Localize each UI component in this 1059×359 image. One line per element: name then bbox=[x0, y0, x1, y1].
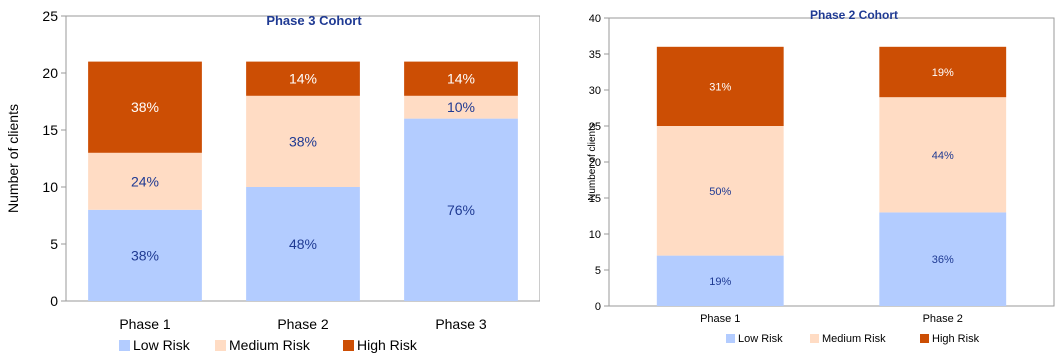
legend-swatch-low-risk bbox=[119, 340, 130, 351]
x-tick-label: Phase 1 bbox=[119, 316, 171, 332]
data-label-high-risk-phase-2: 19% bbox=[932, 67, 954, 79]
y-tick-label: 40 bbox=[589, 13, 601, 25]
x-tick-label: Phase 2 bbox=[277, 316, 329, 332]
data-label-high-risk-phase-1: 38% bbox=[131, 99, 159, 115]
bar-high-risk-phase-1 bbox=[88, 61, 202, 153]
data-label-high-risk-phase-2: 14% bbox=[289, 71, 317, 87]
bar-medium-risk-phase-2 bbox=[246, 95, 360, 187]
legend-label-medium-risk: Medium Risk bbox=[822, 333, 886, 345]
legend-label-high-risk: High Risk bbox=[932, 333, 980, 345]
phase-2-cohort-chart: 0 5 10 15 20 25 30 35 40 Number of clients Phase 2… bbox=[560, 0, 1059, 354]
y-tick-label: 25 bbox=[589, 121, 601, 133]
y-tick-label: 15 bbox=[42, 122, 58, 138]
y-tick-label: 25 bbox=[42, 8, 58, 24]
x-tick-label: Phase 2 bbox=[923, 313, 963, 325]
legend-swatch-low-risk bbox=[726, 334, 735, 343]
bar-medium-risk-phase-1 bbox=[88, 152, 202, 210]
legend-swatch-high-risk bbox=[920, 334, 929, 343]
bar-medium-risk-phase-1 bbox=[656, 126, 784, 256]
bar-high-risk-phase-3 bbox=[404, 61, 518, 96]
bar-medium-risk-phase-2 bbox=[879, 97, 1007, 213]
bar-high-risk-phase-1 bbox=[656, 46, 784, 126]
data-label-high-risk-phase-1: 31% bbox=[709, 81, 731, 93]
y-tick-label: 0 bbox=[50, 293, 58, 309]
data-label-medium-risk-phase-3: 10% bbox=[447, 99, 475, 115]
y-tick-label: 5 bbox=[595, 265, 601, 277]
legend-label-low-risk: Low Risk bbox=[133, 337, 191, 353]
data-label-medium-risk-phase-1: 24% bbox=[131, 173, 159, 189]
data-label-medium-risk-phase-2: 38% bbox=[289, 133, 317, 149]
legend-swatch-medium-risk bbox=[215, 340, 226, 351]
y-tick-label: 30 bbox=[589, 85, 601, 97]
data-label-low-risk-phase-3: 76% bbox=[447, 202, 475, 218]
x-tick-label: Phase 1 bbox=[700, 313, 740, 325]
bar-low-risk-phase-1 bbox=[88, 209, 202, 301]
bar-medium-risk-phase-3 bbox=[404, 95, 518, 119]
y-axis-label: Number of clients bbox=[5, 104, 21, 213]
y-tick-label: 20 bbox=[42, 65, 58, 81]
x-tick-label: Phase 3 bbox=[435, 316, 487, 332]
bar-high-risk-phase-2 bbox=[246, 61, 360, 96]
legend-swatch-medium-risk bbox=[810, 334, 819, 343]
data-label-medium-risk-phase-1: 50% bbox=[709, 186, 731, 198]
legend-swatch-high-risk bbox=[343, 340, 354, 351]
phase-3-cohort-chart: 0 5 10 15 20 25 Number of clients Phase 3 Cohor… bbox=[5, 8, 541, 353]
data-label-low-risk-phase-2: 36% bbox=[932, 254, 954, 266]
bar-low-risk-phase-1 bbox=[656, 255, 784, 306]
chart-svg: 0 5 10 15 20 25 Number of clients Phase 3 Cohor… bbox=[5, 8, 541, 353]
bar-low-risk-phase-2 bbox=[879, 212, 1007, 306]
bar-high-risk-phase-2 bbox=[879, 46, 1007, 98]
data-label-low-risk-phase-1: 19% bbox=[709, 276, 731, 288]
y-tick-label: 10 bbox=[589, 229, 601, 241]
bar-low-risk-phase-2 bbox=[246, 187, 360, 301]
legend-label-medium-risk: Medium Risk bbox=[229, 337, 311, 353]
data-label-low-risk-phase-2: 48% bbox=[289, 236, 317, 252]
legend-label-high-risk: High Risk bbox=[357, 337, 418, 353]
chart-svg: 0 5 10 15 20 25 30 35 40 Number of clients Phase 2… bbox=[587, 8, 1055, 345]
y-tick-label: 0 bbox=[595, 301, 601, 313]
y-tick-label: 20 bbox=[589, 157, 601, 169]
data-label-high-risk-phase-3: 14% bbox=[447, 71, 475, 87]
y-tick-label: 5 bbox=[50, 236, 58, 252]
y-tick-label: 10 bbox=[42, 179, 58, 195]
y-axis-label: Number of clients bbox=[587, 123, 598, 201]
data-label-medium-risk-phase-2: 44% bbox=[932, 150, 954, 162]
bar-low-risk-phase-3 bbox=[404, 118, 518, 301]
y-tick-label: 35 bbox=[589, 49, 601, 61]
chart-title: Phase 2 Cohort bbox=[810, 8, 898, 22]
y-tick-label: 15 bbox=[589, 193, 601, 205]
chart-title: Phase 3 Cohort bbox=[266, 13, 362, 28]
legend-label-low-risk: Low Risk bbox=[738, 333, 783, 345]
data-label-low-risk-phase-1: 38% bbox=[131, 247, 159, 263]
